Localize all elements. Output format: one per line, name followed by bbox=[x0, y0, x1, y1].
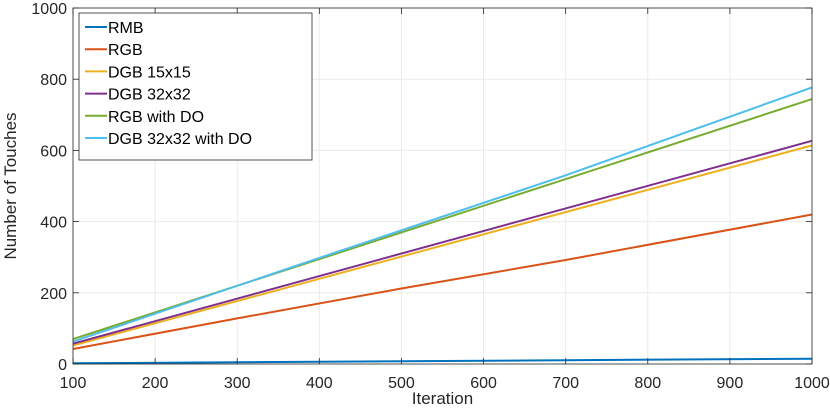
x-tick-label: 200 bbox=[142, 375, 169, 392]
series-line-dgb-15x15 bbox=[72, 144, 813, 347]
x-axis-title: Iteration bbox=[412, 389, 473, 408]
series-line-rmb bbox=[72, 357, 813, 365]
series-line-rgb bbox=[72, 213, 813, 350]
legend-label: DGB 15x15 bbox=[108, 64, 191, 81]
x-tick-label: 800 bbox=[634, 375, 661, 392]
axes-box bbox=[72, 7, 813, 365]
y-tick-label: 400 bbox=[40, 215, 67, 232]
legend-label: DGB 32x32 bbox=[108, 87, 191, 104]
x-tick-label: 1000 bbox=[794, 375, 830, 392]
x-tick-label: 400 bbox=[306, 375, 333, 392]
legend-label: DGB 32x32 with DO bbox=[108, 131, 252, 148]
axis-ticks: 100 200 300 400 500 600 700 800 900 1000 0 200 400 60… bbox=[31, 1, 829, 392]
y-tick-label: 0 bbox=[58, 357, 67, 374]
y-tick-label: 200 bbox=[40, 286, 67, 303]
x-tick-label: 500 bbox=[388, 375, 415, 392]
legend-label: RGB with DO bbox=[108, 109, 204, 126]
y-axis-title: Number of Touches bbox=[1, 112, 20, 259]
legend: RMB RGB DGB 15x15 DGB 32x32 RGB with DO DGB 3… bbox=[78, 12, 313, 161]
legend-label: RGB bbox=[108, 42, 143, 59]
y-tick-label: 800 bbox=[40, 72, 67, 89]
x-tick-label: 100 bbox=[60, 375, 87, 392]
y-tick-label: 1000 bbox=[31, 1, 67, 18]
x-tick-label: 600 bbox=[470, 375, 497, 392]
legend-box bbox=[78, 12, 313, 161]
series-line-dgb-32x32-with-do bbox=[72, 86, 813, 343]
x-tick-label: 300 bbox=[224, 375, 251, 392]
legend-label: RMB bbox=[108, 20, 144, 37]
series-line-dgb-32x32 bbox=[72, 139, 813, 345]
x-tick-label: 700 bbox=[552, 375, 579, 392]
x-tick-label: 900 bbox=[717, 375, 744, 392]
y-tick-label: 600 bbox=[40, 143, 67, 160]
series-lines bbox=[72, 86, 813, 365]
